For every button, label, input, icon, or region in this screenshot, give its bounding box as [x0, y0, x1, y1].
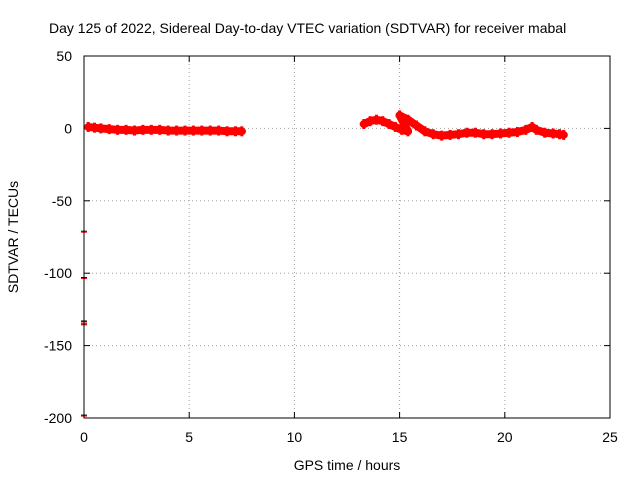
- data-point: [559, 129, 568, 140]
- grid-lines: [84, 56, 610, 418]
- x-tick-label: 20: [497, 429, 513, 445]
- x-axis-label: GPS time / hours: [294, 457, 401, 473]
- x-tick-label: 5: [185, 429, 193, 445]
- plot-frame: [83, 55, 611, 419]
- y-tick-label: -100: [44, 265, 72, 281]
- y-tick-label: 50: [56, 48, 72, 64]
- axis-ticks: 0 5 10 15 20 25 -200 -150 -100 -50 0 50: [44, 48, 618, 445]
- y-axis-label: SDTVAR / TECUs: [5, 181, 21, 293]
- x-tick-label: 0: [80, 429, 88, 445]
- y-tick-label: -50: [52, 193, 72, 209]
- y-tick-label: 0: [64, 120, 72, 136]
- x-tick-label: 10: [287, 429, 303, 445]
- x-tick-label: 15: [392, 429, 408, 445]
- data-point: [237, 126, 246, 137]
- data-series: [81, 110, 568, 417]
- y-tick-label: -200: [44, 410, 72, 426]
- x-tick-label: 25: [602, 429, 618, 445]
- chart-title: Day 125 of 2022, Sidereal Day-to-day VTE…: [49, 20, 566, 36]
- y-tick-label: -150: [44, 338, 72, 354]
